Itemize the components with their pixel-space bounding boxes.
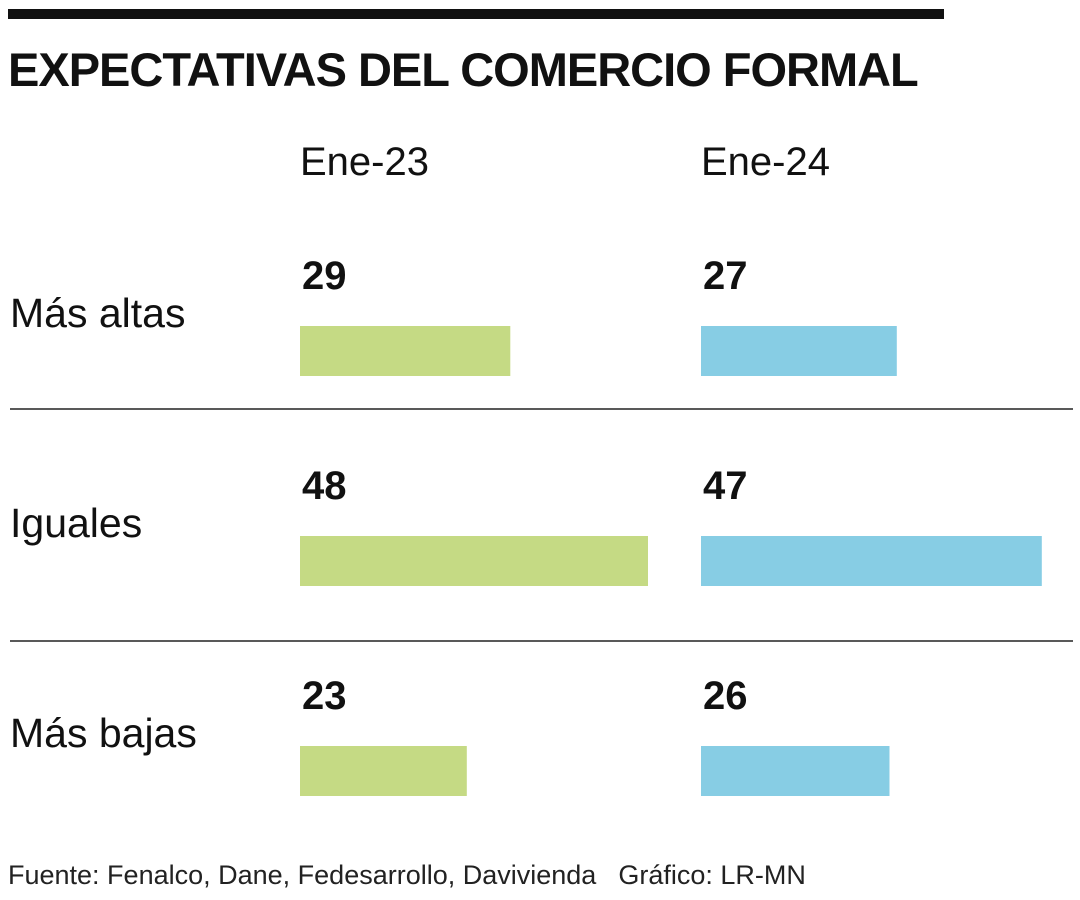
chart-title: EXPECTATIVAS DEL COMERCIO FORMAL bbox=[8, 43, 919, 96]
value-label: 48 bbox=[302, 464, 347, 508]
category-label: Iguales bbox=[10, 500, 142, 546]
bar bbox=[701, 536, 1042, 586]
series-header-1: Ene-23 bbox=[300, 140, 429, 184]
value-label: 26 bbox=[703, 674, 748, 718]
top-rule bbox=[8, 9, 944, 19]
value-label: 29 bbox=[302, 254, 347, 298]
bar bbox=[300, 536, 648, 586]
bar bbox=[300, 746, 467, 796]
bar bbox=[701, 326, 897, 376]
source-line: Fuente: Fenalco, Dane, Fedesarrollo, Dav… bbox=[8, 857, 806, 893]
credit-text: Gráfico: LR-MN bbox=[618, 860, 806, 890]
bar bbox=[300, 326, 511, 376]
value-label: 27 bbox=[703, 254, 748, 298]
value-label: 23 bbox=[302, 674, 347, 718]
value-label: 47 bbox=[703, 464, 748, 508]
series-header-2: Ene-24 bbox=[701, 140, 830, 184]
category-label: Más bajas bbox=[10, 710, 197, 756]
category-label: Más altas bbox=[10, 290, 185, 336]
bar-chart: Ene-23 Ene-24 Más altas 29 27 Iguales 48 47 Más … bbox=[10, 140, 1073, 796]
bar bbox=[701, 746, 890, 796]
source-text: Fuente: Fenalco, Dane, Fedesarrollo, Dav… bbox=[8, 860, 597, 890]
